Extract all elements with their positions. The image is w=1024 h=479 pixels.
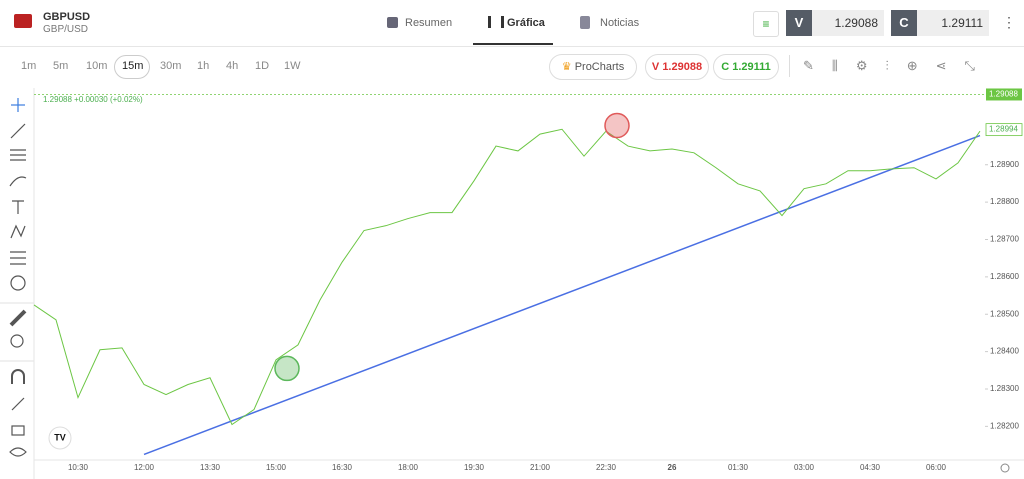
symbol: GBPUSD — [43, 11, 91, 23]
tradingview-logo: TV — [48, 426, 72, 450]
header: GBPUSD GBP/USD Resumen Gráfica Noticias … — [0, 0, 1024, 47]
x-tick-label: 26 — [668, 463, 677, 472]
chart: 1.29088 +0.00030 (+0.02%) TV 1.28200 1.28… — [0, 88, 1024, 479]
flag-icon — [14, 14, 32, 28]
menu-button[interactable]: ⋮ — [1002, 14, 1016, 30]
timeframe-selected — [114, 55, 150, 79]
x-tick-label: 06:00 — [926, 463, 947, 472]
sell-price[interactable]: 1.29088 — [812, 10, 884, 36]
watchlist-button[interactable]: ≡ — [753, 11, 779, 37]
tab[interactable]: Gráfica — [507, 17, 545, 29]
y-tick-label: 1.28400 — [990, 347, 1019, 356]
x-tick-label: 13:30 — [200, 463, 221, 472]
timeframe[interactable]: 5m — [53, 60, 69, 72]
x-tick-label: 10:30 — [68, 463, 89, 472]
zoom-icon[interactable] — [10, 334, 24, 348]
timeframe[interactable]: 1W — [284, 60, 301, 72]
y-tick-label: 1.28600 — [990, 272, 1019, 281]
line-tool-icon[interactable] — [10, 123, 26, 139]
lines-tool-icon[interactable] — [10, 149, 26, 161]
x-tick-label: 22:30 — [596, 463, 617, 472]
timeframe[interactable]: 4h — [226, 60, 239, 72]
buy-price[interactable]: 1.29111 — [917, 10, 989, 36]
x-tick-label: 16:30 — [332, 463, 353, 472]
x-tick-label: 18:00 — [398, 463, 419, 472]
last-price-box — [986, 88, 1022, 101]
y-tick-label: 1.28500 — [990, 309, 1019, 318]
chart-tools[interactable]: ✎⫼⚙⫶⊕⋖⤡ — [803, 58, 993, 73]
x-tick-label: 21:00 — [530, 463, 551, 472]
x-tick-label: 15:00 — [266, 463, 287, 472]
settings-icon[interactable] — [1000, 463, 1010, 473]
tab[interactable]: Noticias — [600, 17, 640, 29]
signal-marker — [604, 112, 630, 139]
y-tick-label: 1.28800 — [990, 197, 1019, 206]
emoji-tool-icon[interactable] — [10, 275, 26, 291]
timeframe[interactable]: 15m — [122, 60, 144, 72]
timeframe[interactable]: 30m — [160, 60, 182, 72]
timeframe[interactable]: 10m — [86, 60, 108, 72]
tab-icon — [488, 16, 504, 28]
brush-tool-icon[interactable] — [9, 176, 27, 187]
ruler-icon[interactable] — [9, 309, 27, 327]
y-tick-label: 1.28700 — [990, 235, 1019, 244]
price-line — [33, 128, 981, 426]
timeframe[interactable]: 1D — [255, 60, 270, 72]
procharts-button[interactable]: ♛ ProCharts — [549, 54, 637, 80]
trendline — [143, 134, 981, 456]
price-info: 1.29088 +0.00030 (+0.02%) — [43, 95, 143, 104]
timeframe[interactable]: 1m — [21, 60, 37, 72]
tab-icon — [387, 17, 398, 28]
drawing-toolbar — [0, 98, 34, 457]
separator — [789, 55, 790, 77]
signal-marker — [274, 355, 300, 382]
sell-label[interactable]: V — [786, 10, 812, 36]
x-tick-label: 01:30 — [728, 463, 749, 472]
y-tick-label: 1.28300 — [990, 384, 1019, 393]
last-price-label: 1.29088 — [989, 90, 1018, 99]
y-tick-label: 1.28900 — [990, 160, 1019, 169]
y-tick-label: 1.28200 — [990, 421, 1019, 430]
sell-button[interactable]: V 1.29088 — [645, 54, 709, 80]
pattern-tool-icon[interactable] — [10, 224, 26, 239]
svg-text:TV: TV — [54, 432, 66, 442]
projection-tool-icon[interactable] — [10, 251, 26, 265]
timeframe[interactable]: 1h — [197, 60, 210, 72]
tab-icon — [580, 16, 590, 29]
lock-icon[interactable] — [11, 425, 25, 436]
buy-label[interactable]: C — [891, 10, 917, 36]
x-tick-label: 03:00 — [794, 463, 815, 472]
close-price-box — [985, 123, 1023, 137]
tab-underline — [473, 43, 553, 45]
magnet-icon[interactable] — [11, 369, 25, 384]
x-tick-label: 19:30 — [464, 463, 485, 472]
close-price-label: 1.28994 — [989, 125, 1018, 134]
buy-button[interactable]: C 1.29111 — [713, 54, 779, 80]
tab[interactable]: Resumen — [405, 17, 453, 29]
x-tick-label: 12:00 — [134, 463, 155, 472]
pair: GBP/USD — [43, 24, 89, 35]
pencil-lock-icon[interactable] — [11, 397, 25, 411]
x-tick-label: 04:30 — [860, 463, 881, 472]
text-tool-icon[interactable] — [12, 200, 24, 214]
toolbar: 1m 5m 10m 15m 30m 1h 4h 1D 1W ♛ ProChart… — [0, 47, 1024, 87]
crown-icon: ♛ — [561, 61, 575, 73]
procharts-label: ProCharts — [574, 61, 625, 73]
eye-icon[interactable] — [9, 447, 27, 457]
